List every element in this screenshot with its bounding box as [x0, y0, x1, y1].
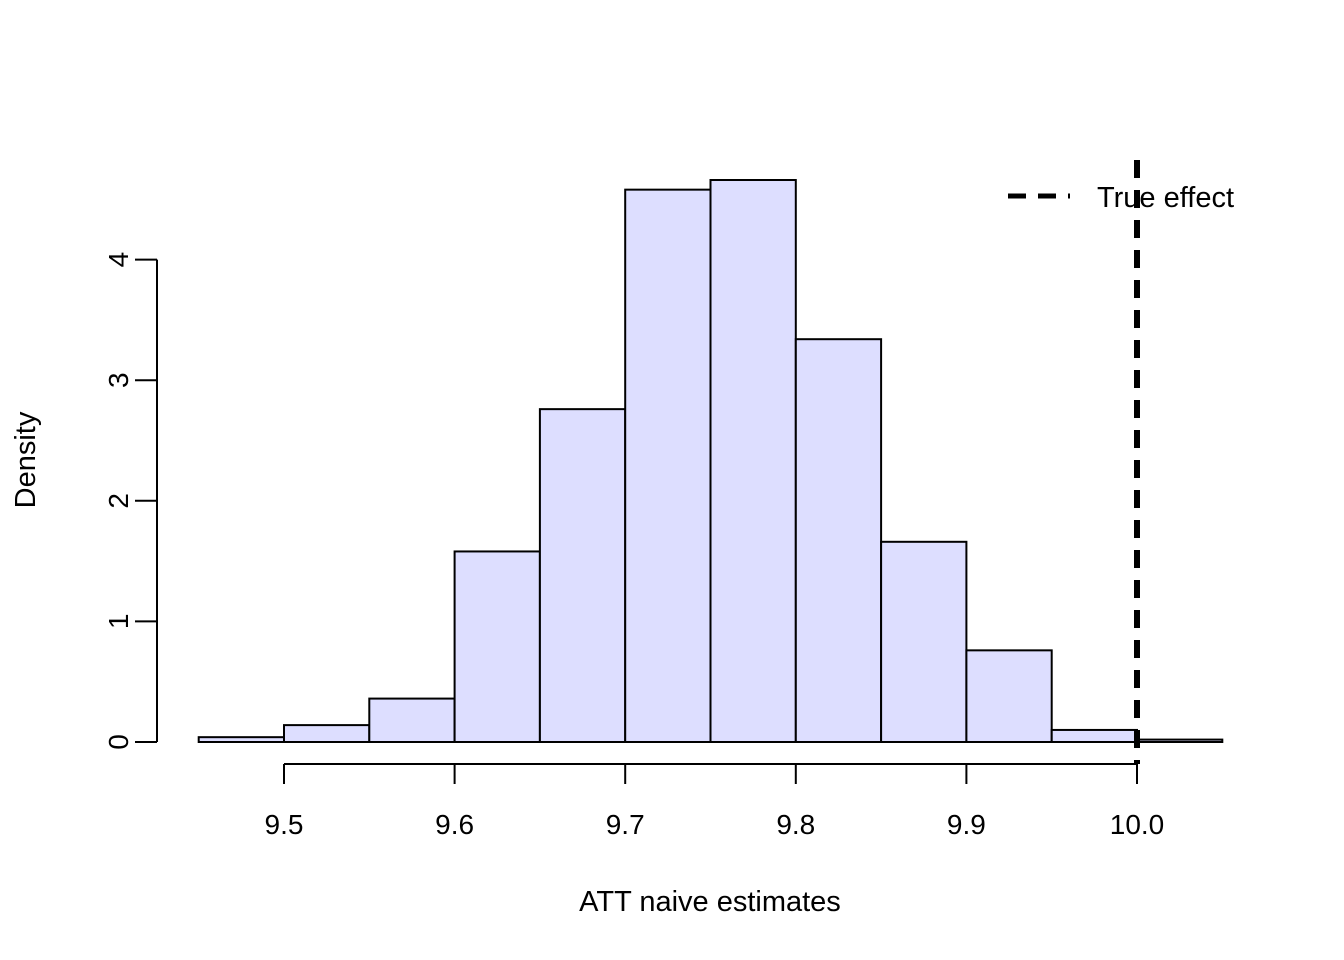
y-tick-label-4: 4: [103, 252, 134, 268]
histogram-bar-11: [1136, 738, 1224, 744]
histogram-bar-10: [1050, 728, 1138, 744]
y-tick-label-2: 2: [103, 493, 134, 509]
y-axis: 0 1 2 3 4: [103, 252, 158, 750]
histogram-bar-1: [283, 724, 371, 744]
x-tick-label-1: 9.6: [435, 809, 474, 840]
histogram-bar-8: [880, 540, 968, 744]
x-tick-label-3: 9.8: [776, 809, 815, 840]
legend: True effect: [1008, 182, 1234, 214]
y-axis-title: Density: [10, 411, 42, 508]
histogram-bar-4: [538, 408, 627, 743]
x-axis-title: ATT naive estimates: [579, 886, 841, 918]
x-tick-label-0: 9.5: [265, 809, 304, 840]
histogram-bars: [197, 179, 1224, 744]
x-tick-label-2: 9.7: [606, 809, 645, 840]
x-tick-label-4: 9.9: [947, 809, 986, 840]
y-tick-label-1: 1: [103, 614, 134, 630]
y-tick-label-3: 3: [103, 372, 134, 388]
histogram-bar-7: [794, 338, 883, 743]
histogram-bar-0: [197, 736, 285, 744]
histogram-bar-5: [624, 188, 712, 744]
y-tick-label-0: 0: [103, 734, 134, 750]
histogram-bar-3: [453, 550, 541, 744]
histogram-bar-2: [368, 697, 456, 743]
histogram-bar-9: [965, 649, 1053, 743]
legend-label-true-effect: True effect: [1097, 182, 1234, 214]
histogram-bar-6: [709, 179, 797, 743]
x-tick-label-5: 10.0: [1110, 809, 1165, 840]
x-axis: 9.5 9.6 9.7 9.8 9.9 10.0: [265, 763, 1165, 840]
